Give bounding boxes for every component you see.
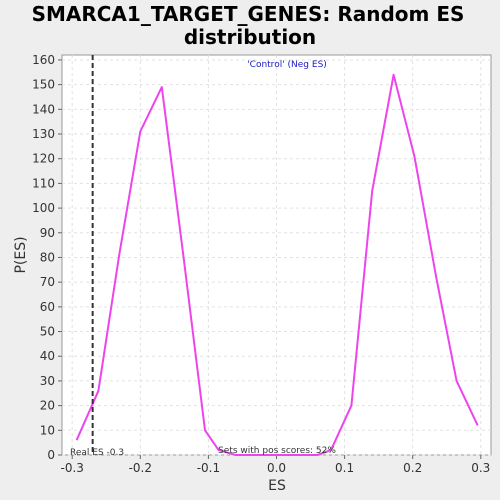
y-tick-label: 140 xyxy=(32,102,55,116)
y-ticks: 0 10 20 30 40 50 60 70 80 90 100 110 120 130 140 150 160 xyxy=(32,53,62,462)
x-tick-label: 0.0 xyxy=(267,461,286,475)
chart-title-line2: distribution xyxy=(184,25,316,49)
y-tick-label: 130 xyxy=(32,127,55,141)
y-tick-label: 110 xyxy=(32,176,55,190)
chart-title-line1: SMARCA1_TARGET_GENES: Random ES xyxy=(32,2,465,26)
y-tick-label: 60 xyxy=(40,300,55,314)
y-tick-label: 40 xyxy=(40,349,55,363)
pos-scores-label: Sets with pos scores: 52% xyxy=(218,446,336,456)
y-tick-label: 70 xyxy=(40,275,55,289)
y-tick-label: 30 xyxy=(40,374,55,388)
x-tick-label: -0.2 xyxy=(129,461,152,475)
x-tick-label: 0.1 xyxy=(335,461,354,475)
y-axis-label: P(ES) xyxy=(13,236,29,273)
x-tick-label: 0.2 xyxy=(403,461,422,475)
y-tick-label: 10 xyxy=(40,423,55,437)
legend-label: 'Control' (Neg ES) xyxy=(247,60,327,70)
x-tick-label: -0.1 xyxy=(197,461,220,475)
y-tick-label: 160 xyxy=(32,53,55,67)
y-tick-label: 20 xyxy=(40,399,55,413)
x-ticks: -0.3 -0.2 -0.1 0.0 0.1 0.2 0.3 xyxy=(61,455,491,475)
y-tick-label: 120 xyxy=(32,152,55,166)
x-tick-label: -0.3 xyxy=(61,461,84,475)
x-axis-label: ES xyxy=(268,478,286,494)
x-tick-label: 0.3 xyxy=(471,461,490,475)
y-tick-label: 50 xyxy=(40,325,55,339)
real-es-label: Real ES -0.3 xyxy=(70,448,124,458)
y-tick-label: 0 xyxy=(47,448,55,462)
y-tick-label: 100 xyxy=(32,201,55,215)
y-tick-label: 80 xyxy=(40,250,55,264)
y-tick-label: 90 xyxy=(40,226,55,240)
y-tick-label: 150 xyxy=(32,78,55,92)
